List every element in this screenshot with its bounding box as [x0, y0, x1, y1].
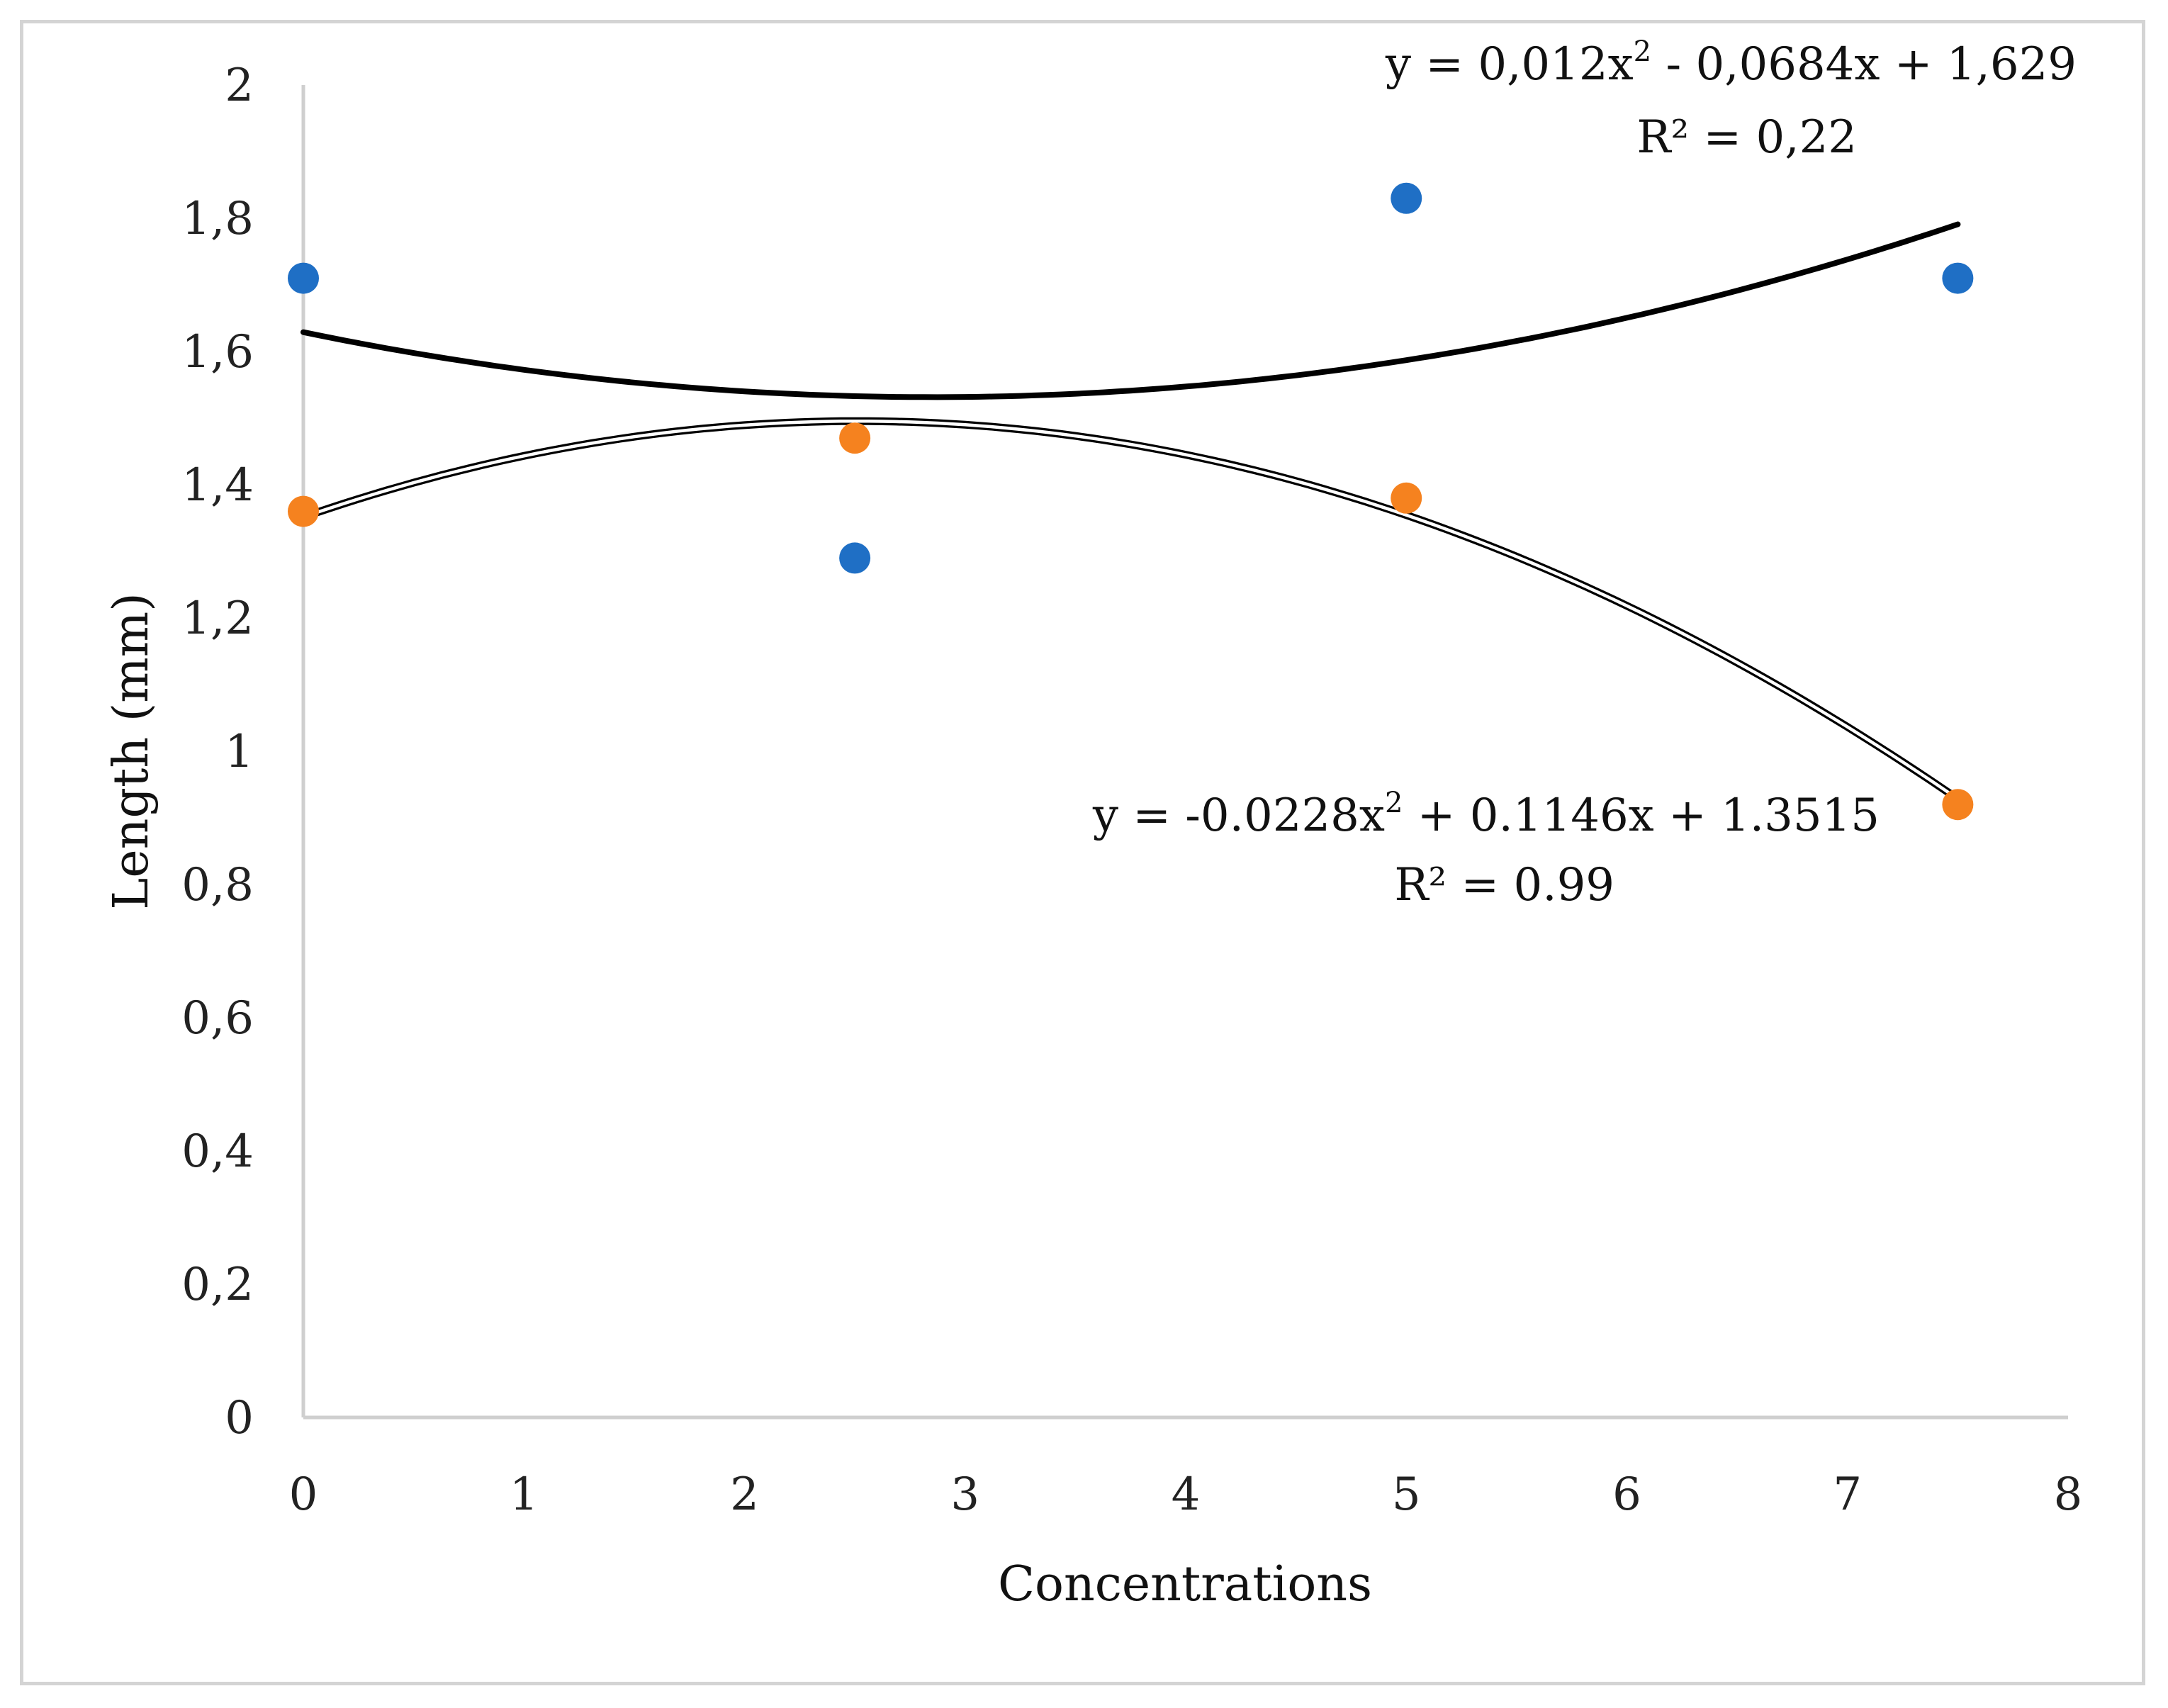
y-axis-title: Length (mm) — [103, 592, 159, 909]
series-2-point — [1942, 789, 1974, 821]
y-tick-label: 1 — [225, 726, 254, 778]
x-tick-label: 1 — [510, 1468, 539, 1521]
x-tick-label: 3 — [950, 1468, 979, 1521]
trendline-1-equation: y = 0,012x2 - 0,0684x + 1,629 — [1385, 35, 2077, 91]
y-tick-label: 1,4 — [181, 459, 254, 512]
equation-labels: y = 0,012x2 - 0,0684x + 1,629 R² = 0,22 … — [1092, 35, 2077, 911]
y-tick-label: 0,8 — [181, 859, 254, 911]
series-1-point — [1942, 262, 1974, 294]
trendline-2-r-squared: R² = 0.99 — [1394, 859, 1614, 911]
data-points — [288, 182, 1974, 821]
trendline-2-equation: y = -0.0228x2 + 0.1146x + 1.3515 — [1092, 787, 1880, 842]
tick-labels: 0 1 2 3 4 5 6 7 8 0 0,2 0,4 0,6 0,8 1 1,2 1,4 1,6 1,8 2 — [181, 60, 2082, 1521]
y-tick-label: 0 — [225, 1392, 254, 1444]
series-1-point — [839, 542, 871, 574]
trendline-2-inner — [301, 419, 1960, 801]
x-tick-label: 0 — [289, 1468, 318, 1521]
x-axis-title: Concentrations — [998, 1556, 1372, 1612]
series-1-point — [1391, 182, 1422, 214]
chart-frame — [20, 20, 2145, 1685]
axes — [301, 85, 2068, 1420]
trendlines — [299, 221, 1962, 803]
x-tick-label: 7 — [1833, 1468, 1862, 1521]
y-tick-label: 0,6 — [181, 992, 254, 1045]
series-1-point — [288, 262, 319, 294]
y-tick-label: 0,2 — [181, 1259, 254, 1311]
series-2-point — [288, 495, 319, 527]
trendline-1-r-squared: R² = 0,22 — [1636, 111, 1857, 164]
trendline-2-outer — [299, 417, 1962, 803]
y-tick-label: 1,2 — [181, 592, 254, 645]
y-tick-label: 1,6 — [181, 326, 254, 378]
x-tick-label: 4 — [1172, 1468, 1201, 1521]
x-tick-label: 2 — [730, 1468, 759, 1521]
x-tick-label: 6 — [1612, 1468, 1641, 1521]
x-tick-label: 8 — [2054, 1468, 2083, 1521]
series-2-point — [839, 422, 871, 454]
trendline-1 — [301, 221, 1961, 400]
y-tick-label: 1,8 — [181, 193, 254, 245]
x-tick-label: 5 — [1392, 1468, 1421, 1521]
y-tick-label: 2 — [225, 60, 254, 112]
series-2-point — [1391, 482, 1422, 514]
y-tick-label: 0,4 — [181, 1125, 254, 1178]
